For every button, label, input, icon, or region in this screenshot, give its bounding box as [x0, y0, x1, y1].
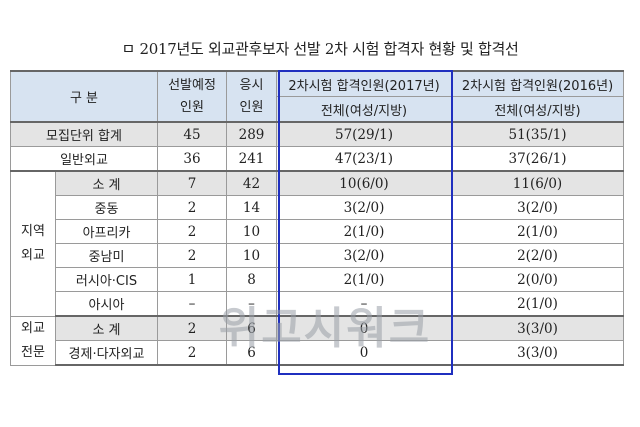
table-row: 중동 2 14 3(2/0) 3(2/0)	[11, 195, 624, 220]
row-label: 경제·다자외교	[55, 340, 158, 366]
cell-pass-2016: 2(2/0)	[451, 243, 624, 268]
cell-pass-2017: 2(1/0)	[276, 267, 452, 292]
cell-applicants: 6	[226, 340, 277, 366]
cell-applicants: 8	[226, 267, 277, 292]
group-regional: 지역 외교	[10, 170, 56, 317]
table-row: 러시아·CIS 1 8 2(1/0) 2(0/0)	[11, 267, 624, 292]
cell-pass-2017: 0	[276, 340, 452, 366]
cell-pass-2017: 10(6/0)	[276, 170, 452, 196]
cell-plan: –	[157, 291, 227, 317]
group-specialist: 외교 전문	[10, 315, 56, 366]
page-title: ㅁ 2017년도 외교관후보자 선발 2차 시험 합격자 현황 및 합격선	[121, 40, 519, 58]
cell-pass-2017: 3(2/0)	[276, 195, 452, 220]
cell-pass-2017: 2(1/0)	[276, 219, 452, 244]
cell-plan: 7	[157, 170, 227, 196]
cell-pass-2016: 51(35/1)	[451, 121, 624, 147]
table-row: 지역 외교 소 계 7 42 10(6/0) 11(6/0)	[10, 170, 624, 317]
table-row: 경제·다자외교 2 6 0 3(3/0)	[11, 340, 624, 366]
row-label: 일반외교	[10, 146, 158, 172]
header-category: 구 분	[10, 70, 158, 123]
cell-plan: 36	[157, 146, 227, 172]
cell-pass-2016: 2(1/0)	[451, 291, 624, 317]
cell-applicants: 42	[226, 170, 277, 196]
row-label: 아프리카	[55, 219, 158, 244]
cell-pass-2017: –	[276, 291, 452, 317]
header-pass-2016-sub: 전체(여성/지방)	[451, 96, 624, 123]
cell-applicants: 14	[226, 195, 277, 220]
row-label: 중남미	[55, 243, 158, 268]
header-row-1: 구 분 선발예정 인원 응시 인원 2차시험 합격인원(2017년) 2차시험 …	[10, 70, 624, 123]
table-row: 아시아 – – – 2(1/0)	[11, 291, 624, 317]
cell-pass-2016: 2(1/0)	[451, 219, 624, 244]
table-row: 모집단위 합계 45 289 57(29/1) 51(35/1)	[10, 121, 624, 147]
cell-plan: 2	[157, 195, 227, 220]
cell-plan: 2	[157, 243, 227, 268]
row-label: 소 계	[55, 170, 158, 196]
header-row-2: 전체(여성/지방) 전체(여성/지방)	[11, 96, 624, 123]
cell-applicants: 10	[226, 243, 277, 268]
cell-applicants: 10	[226, 219, 277, 244]
cell-applicants: –	[226, 291, 277, 317]
cell-applicants: 241	[226, 146, 277, 172]
cell-plan: 2	[157, 315, 227, 341]
header-applicants: 응시 인원	[226, 70, 277, 123]
cell-plan: 2	[157, 219, 227, 244]
table-row: 중남미 2 10 3(2/0) 2(2/0)	[11, 243, 624, 268]
cell-applicants: 6	[226, 315, 277, 341]
table-row: 일반외교 36 241 47(23/1) 37(26/1)	[10, 146, 624, 172]
row-label: 중동	[55, 195, 158, 220]
cell-pass-2016: 3(3/0)	[451, 315, 624, 341]
row-label: 소 계	[55, 315, 158, 341]
cell-pass-2016: 11(6/0)	[451, 170, 624, 196]
cell-plan: 2	[157, 340, 227, 366]
cell-plan: 45	[157, 121, 227, 147]
cell-pass-2016: 3(3/0)	[451, 340, 624, 366]
table-row: 외교 전문 소 계 2 6 0 3(3/0)	[10, 315, 624, 366]
table-row: 아프리카 2 10 2(1/0) 2(1/0)	[11, 219, 624, 244]
cell-pass-2016: 2(0/0)	[451, 267, 624, 292]
cell-pass-2017: 57(29/1)	[276, 121, 452, 147]
header-selection-plan: 선발예정 인원	[157, 70, 227, 123]
cell-applicants: 289	[226, 121, 277, 147]
cell-pass-2017: 0	[276, 315, 452, 341]
cell-pass-2017: 3(2/0)	[276, 243, 452, 268]
cell-pass-2016: 37(26/1)	[451, 146, 624, 172]
cell-pass-2017: 47(23/1)	[276, 146, 452, 172]
header-pass-2017-sub: 전체(여성/지방)	[276, 96, 452, 123]
cell-pass-2016: 3(2/0)	[451, 195, 624, 220]
row-label: 모집단위 합계	[10, 121, 158, 147]
header-pass-2016-title: 2차시험 합격인원(2016년)	[451, 70, 624, 97]
row-label: 아시아	[55, 291, 158, 317]
results-table: 구 분 선발예정 인원 응시 인원 2차시험 합격인원(2017년) 2차시험 …	[10, 70, 624, 366]
cell-plan: 1	[157, 267, 227, 292]
row-label: 러시아·CIS	[55, 267, 158, 292]
header-pass-2017-title: 2차시험 합격인원(2017년)	[276, 70, 452, 97]
